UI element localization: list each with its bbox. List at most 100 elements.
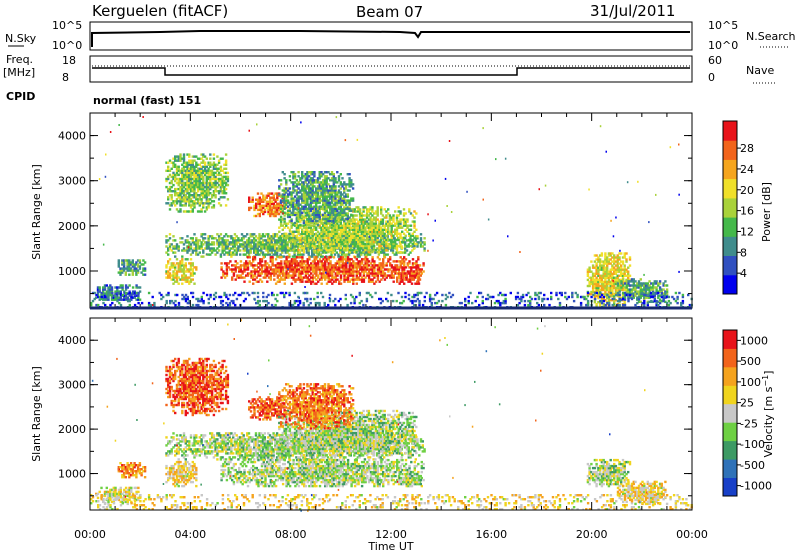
echo-cell bbox=[223, 253, 226, 256]
echo-cell bbox=[357, 272, 360, 275]
echo-cell bbox=[401, 260, 404, 263]
echo-cell bbox=[140, 263, 143, 266]
echo-cell bbox=[202, 192, 205, 195]
echo-cell bbox=[286, 199, 290, 202]
echo-cell bbox=[281, 266, 285, 269]
echo-cell bbox=[346, 253, 349, 256]
echo-cell bbox=[356, 253, 359, 256]
echo-cell bbox=[404, 258, 408, 261]
echo-cell bbox=[242, 253, 245, 256]
echo-cell bbox=[177, 159, 180, 162]
echo-cell bbox=[350, 219, 353, 223]
echo-cell bbox=[353, 208, 356, 211]
echo-cell bbox=[330, 234, 334, 237]
echo-cell bbox=[301, 246, 304, 250]
echo-cell bbox=[294, 272, 297, 275]
echo-cell bbox=[323, 230, 327, 233]
echo-cell bbox=[304, 272, 308, 275]
echo-cell bbox=[287, 276, 290, 279]
echo-cell bbox=[379, 241, 382, 244]
echo-cell bbox=[186, 200, 189, 203]
echo-cell bbox=[409, 224, 413, 227]
echo-cell bbox=[417, 268, 420, 271]
echo-cell bbox=[209, 202, 212, 205]
echo-cell bbox=[346, 222, 349, 225]
echo-cell bbox=[325, 244, 328, 248]
echo-cell bbox=[422, 262, 425, 265]
echo-cell bbox=[135, 273, 138, 276]
echo-cell bbox=[110, 296, 114, 299]
echo-cell bbox=[351, 244, 355, 248]
echo-cell bbox=[374, 274, 378, 277]
echo-cell bbox=[168, 190, 172, 193]
echo-cell bbox=[406, 270, 409, 273]
echo-cell bbox=[381, 224, 385, 227]
echo-cell bbox=[336, 278, 339, 281]
echo-cell bbox=[265, 206, 268, 210]
echo-cell bbox=[193, 282, 196, 285]
echo-cell bbox=[350, 226, 353, 229]
echo-cell bbox=[109, 290, 112, 293]
echo-cell bbox=[318, 242, 321, 246]
echo-cell bbox=[179, 268, 182, 271]
echo-cell bbox=[212, 167, 216, 170]
echo-cell bbox=[334, 276, 337, 279]
echo-cell bbox=[392, 280, 395, 283]
echo-cell bbox=[198, 175, 201, 179]
echo-cell bbox=[403, 256, 406, 259]
echo-cell bbox=[308, 274, 311, 277]
echo-cell bbox=[174, 163, 177, 166]
echo-cell bbox=[374, 239, 377, 242]
echo-cell bbox=[181, 196, 184, 199]
echo-cell bbox=[285, 179, 288, 182]
echo-cell bbox=[392, 216, 395, 219]
echo-cell bbox=[311, 280, 315, 283]
echo-cell bbox=[196, 169, 200, 172]
echo-cell bbox=[295, 234, 299, 237]
echo-cell bbox=[306, 232, 309, 235]
echo-cell bbox=[286, 226, 290, 229]
echo-cell bbox=[207, 253, 210, 256]
echo-cell bbox=[339, 244, 342, 248]
echo-cell bbox=[175, 171, 179, 175]
echo-cell bbox=[202, 243, 205, 246]
echo-cell bbox=[299, 276, 302, 279]
echo-cell bbox=[385, 222, 388, 225]
echo-cell bbox=[337, 232, 341, 235]
echo-cell bbox=[362, 270, 366, 273]
echo-cell bbox=[371, 210, 374, 213]
echo-cell bbox=[309, 217, 313, 221]
echo-cell bbox=[302, 215, 306, 219]
echo-cell bbox=[348, 173, 351, 176]
echo-cell bbox=[378, 242, 381, 246]
echo-cell bbox=[253, 268, 257, 271]
echo-cell bbox=[290, 218, 293, 221]
echo-cell bbox=[232, 251, 235, 254]
echo-cell bbox=[224, 239, 228, 242]
echo-cell bbox=[299, 260, 302, 263]
echo-cell bbox=[165, 235, 168, 238]
echo-cell bbox=[331, 278, 334, 281]
echo-cell bbox=[391, 251, 395, 254]
echo-cell bbox=[314, 251, 317, 254]
echo-cell bbox=[348, 264, 351, 267]
echo-cell bbox=[182, 249, 186, 252]
echo-cell bbox=[142, 263, 145, 266]
echo-cell bbox=[214, 179, 217, 183]
echo-cell bbox=[221, 177, 224, 181]
echo-cell bbox=[186, 280, 189, 283]
echo-cell bbox=[275, 253, 279, 256]
nave-tick-low: 0 bbox=[708, 71, 715, 84]
echo-cell bbox=[175, 272, 179, 275]
echo-cell bbox=[193, 192, 196, 195]
echo-cell bbox=[216, 167, 219, 170]
echo-cell bbox=[360, 214, 363, 217]
echo-cell bbox=[327, 264, 330, 267]
echo-cell bbox=[243, 270, 246, 273]
echo-cell bbox=[210, 237, 214, 240]
echo-cell bbox=[388, 224, 392, 227]
echo-cell bbox=[369, 212, 372, 215]
echo-cell bbox=[374, 272, 378, 275]
echo-cell bbox=[280, 266, 283, 269]
echo-cell bbox=[350, 278, 353, 281]
